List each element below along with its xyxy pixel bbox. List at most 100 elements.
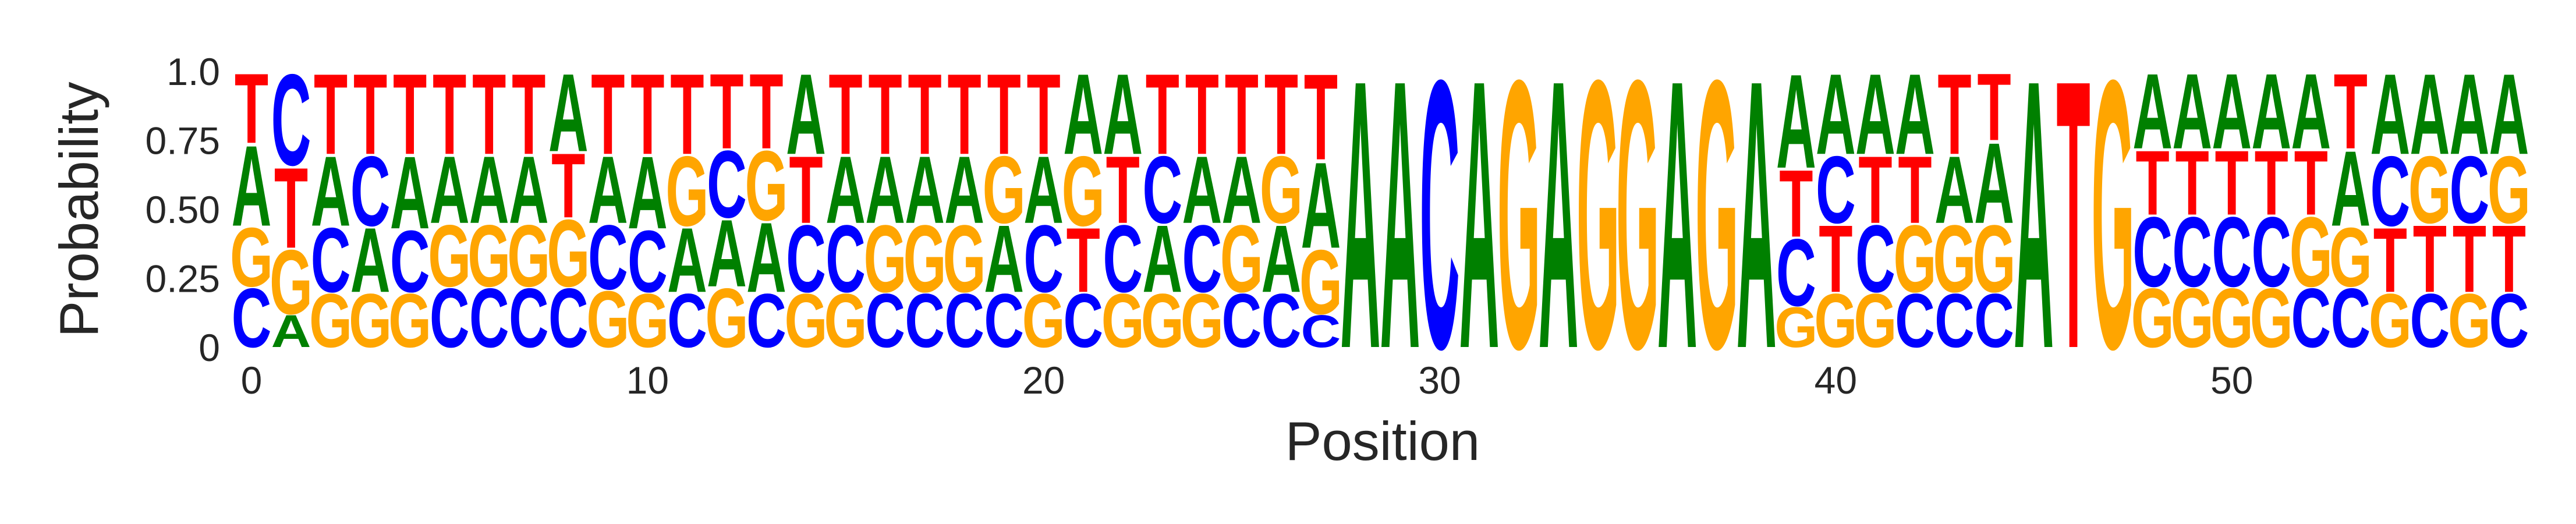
logo-letter-t: T bbox=[2175, 132, 2209, 235]
logo-letter-t: T bbox=[1264, 50, 1298, 178]
y-axis-ticks: 0 0.25 0.50 0.75 1.0 bbox=[146, 50, 220, 369]
logo-letter-a: A bbox=[350, 208, 391, 311]
logo-letter-g: G bbox=[1695, 0, 1738, 429]
logo-letter-t: T bbox=[1977, 54, 2011, 161]
logo-letter-a: A bbox=[509, 137, 549, 244]
logo-letter-c: C bbox=[865, 278, 905, 364]
logo-letter-c: C bbox=[1974, 278, 2014, 364]
logo-letter-g: G bbox=[1972, 206, 2015, 313]
logo-letter-t: T bbox=[2294, 132, 2328, 235]
logo-letter-a: A bbox=[1657, 0, 1698, 429]
x-axis-label: Position bbox=[1285, 410, 1480, 472]
logo-letter-g: G bbox=[1062, 136, 1105, 247]
logo-letter-a: A bbox=[1816, 50, 1856, 178]
logo-letter-a: A bbox=[469, 137, 509, 244]
logo-letter-c: C bbox=[2172, 197, 2212, 307]
logo-letter-t: T bbox=[2334, 52, 2368, 172]
logo-letter-a: A bbox=[1895, 50, 1935, 178]
logo-letter-a: A bbox=[825, 137, 866, 244]
logo-letter-a: A bbox=[944, 137, 984, 244]
logo-letter-g: G bbox=[428, 207, 471, 305]
logo-letter-g: G bbox=[903, 206, 947, 313]
logo-letter-g: G bbox=[943, 206, 986, 313]
logo-letter-t: T bbox=[1225, 50, 1259, 178]
logo-letter-c: C bbox=[707, 131, 747, 238]
logo-letter-g: G bbox=[2369, 278, 2412, 364]
logo-letter-t: T bbox=[472, 50, 506, 178]
logo-letter-a: A bbox=[2212, 52, 2252, 172]
logo-letter-g: G bbox=[824, 278, 867, 364]
logo-letter-g: G bbox=[1220, 206, 1263, 313]
logo-letter-c: C bbox=[1262, 278, 1302, 364]
logo-letter-g: G bbox=[1022, 278, 1065, 364]
logo-letter-a: A bbox=[865, 137, 905, 244]
logo-letter-t: T bbox=[789, 137, 823, 244]
logo-letter-a: A bbox=[984, 206, 1024, 313]
logo-letter-c: C bbox=[2132, 197, 2173, 307]
logo-letter-g: G bbox=[626, 278, 669, 364]
logo-letter-t: T bbox=[1304, 48, 1338, 186]
x-tick-label: 40 bbox=[1815, 359, 1857, 402]
logo-letter-g: G bbox=[507, 207, 550, 305]
logo-letter-a: A bbox=[707, 200, 747, 307]
logo-letter-t: T bbox=[908, 50, 942, 178]
logo-letter-t: T bbox=[1779, 150, 1813, 257]
logo-letter-t: T bbox=[828, 50, 862, 178]
logo-letter-a: A bbox=[746, 203, 786, 313]
logo-letter-g: G bbox=[309, 278, 352, 364]
logo-letter-c: C bbox=[390, 213, 430, 311]
logo-letter-g: G bbox=[1101, 278, 1145, 364]
x-tick-label: 20 bbox=[1022, 359, 1065, 402]
logo-letter-g: G bbox=[388, 278, 431, 364]
logo-letter-a: A bbox=[548, 50, 589, 175]
logo-letter-a: A bbox=[1539, 0, 1579, 429]
logo-letter-g: G bbox=[1774, 295, 1817, 359]
y-tick-label: 0 bbox=[199, 326, 220, 369]
logo-letter-t: T bbox=[1066, 208, 1100, 311]
logo-letter-g: G bbox=[2131, 271, 2174, 365]
logo-letter-g: G bbox=[1141, 278, 1184, 364]
logo-letter-t: T bbox=[987, 50, 1021, 178]
logo-letter-a: A bbox=[905, 137, 945, 244]
y-tick-label: 0.25 bbox=[146, 257, 220, 300]
logo-letter-c: C bbox=[2410, 278, 2450, 364]
logo-letter-a: A bbox=[1737, 0, 1777, 429]
logo-letter-t: T bbox=[353, 50, 387, 178]
logo-letter-t: T bbox=[868, 50, 902, 178]
logo-letter-a: A bbox=[430, 137, 470, 244]
logo-letter-c: C bbox=[2330, 271, 2371, 365]
logo-letter-t: T bbox=[1898, 137, 1932, 244]
logo-letter-c: C bbox=[232, 271, 272, 365]
logo-letter-c: C bbox=[311, 208, 351, 311]
logo-letter-g: G bbox=[2092, 0, 2135, 429]
logo-letter-t: T bbox=[1819, 206, 1852, 313]
logo-letter-g: G bbox=[349, 278, 392, 364]
logo-letter-g: G bbox=[547, 200, 590, 307]
logo-letter-c: C bbox=[1816, 137, 1856, 244]
logo-letter-t: T bbox=[749, 52, 783, 172]
logo-letter-a: A bbox=[2014, 0, 2054, 429]
logo-letter-t: T bbox=[2056, 0, 2090, 429]
logo-letter-g: G bbox=[1616, 0, 1659, 429]
logo-letter-a: A bbox=[1459, 0, 1500, 429]
logo-letter-c: C bbox=[1182, 206, 1222, 313]
logo-letter-g: G bbox=[1814, 278, 1857, 364]
logo-letter-t: T bbox=[591, 50, 625, 178]
logo-letter-a: A bbox=[2251, 52, 2291, 172]
logo-letters: CGATAGTCGCATGACTGCATCGATCGATCGATCGTAGCAT… bbox=[230, 0, 2531, 429]
logo-letter-c: C bbox=[1895, 278, 1935, 364]
logo-letter-a: A bbox=[2132, 52, 2173, 172]
logo-letter-a: A bbox=[1301, 137, 1341, 274]
logo-letter-t: T bbox=[1185, 50, 1219, 178]
logo-letter-t: T bbox=[551, 134, 585, 237]
logo-letter-c: C bbox=[1934, 278, 1975, 364]
logo-letter-a: A bbox=[1380, 0, 1420, 429]
logo-letter-t: T bbox=[2136, 132, 2170, 235]
logo-letter-c: C bbox=[1023, 206, 1064, 313]
logo-letter-c: C bbox=[1855, 206, 1895, 313]
logo-letter-g: G bbox=[1933, 206, 1976, 313]
logo-letter-c: C bbox=[944, 278, 984, 364]
logo-letter-c: C bbox=[469, 271, 509, 365]
logo-letter-a: A bbox=[1063, 50, 1103, 178]
logo-letter-g: G bbox=[1893, 206, 1936, 313]
